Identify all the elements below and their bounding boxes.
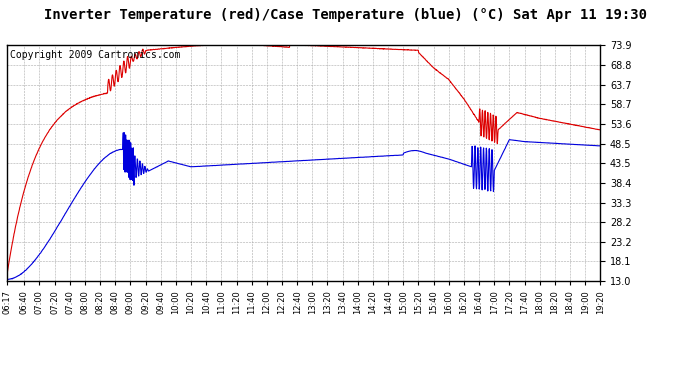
Text: Inverter Temperature (red)/Case Temperature (blue) (°C) Sat Apr 11 19:30: Inverter Temperature (red)/Case Temperat… bbox=[43, 8, 647, 21]
Text: Copyright 2009 Cartronics.com: Copyright 2009 Cartronics.com bbox=[10, 50, 180, 60]
